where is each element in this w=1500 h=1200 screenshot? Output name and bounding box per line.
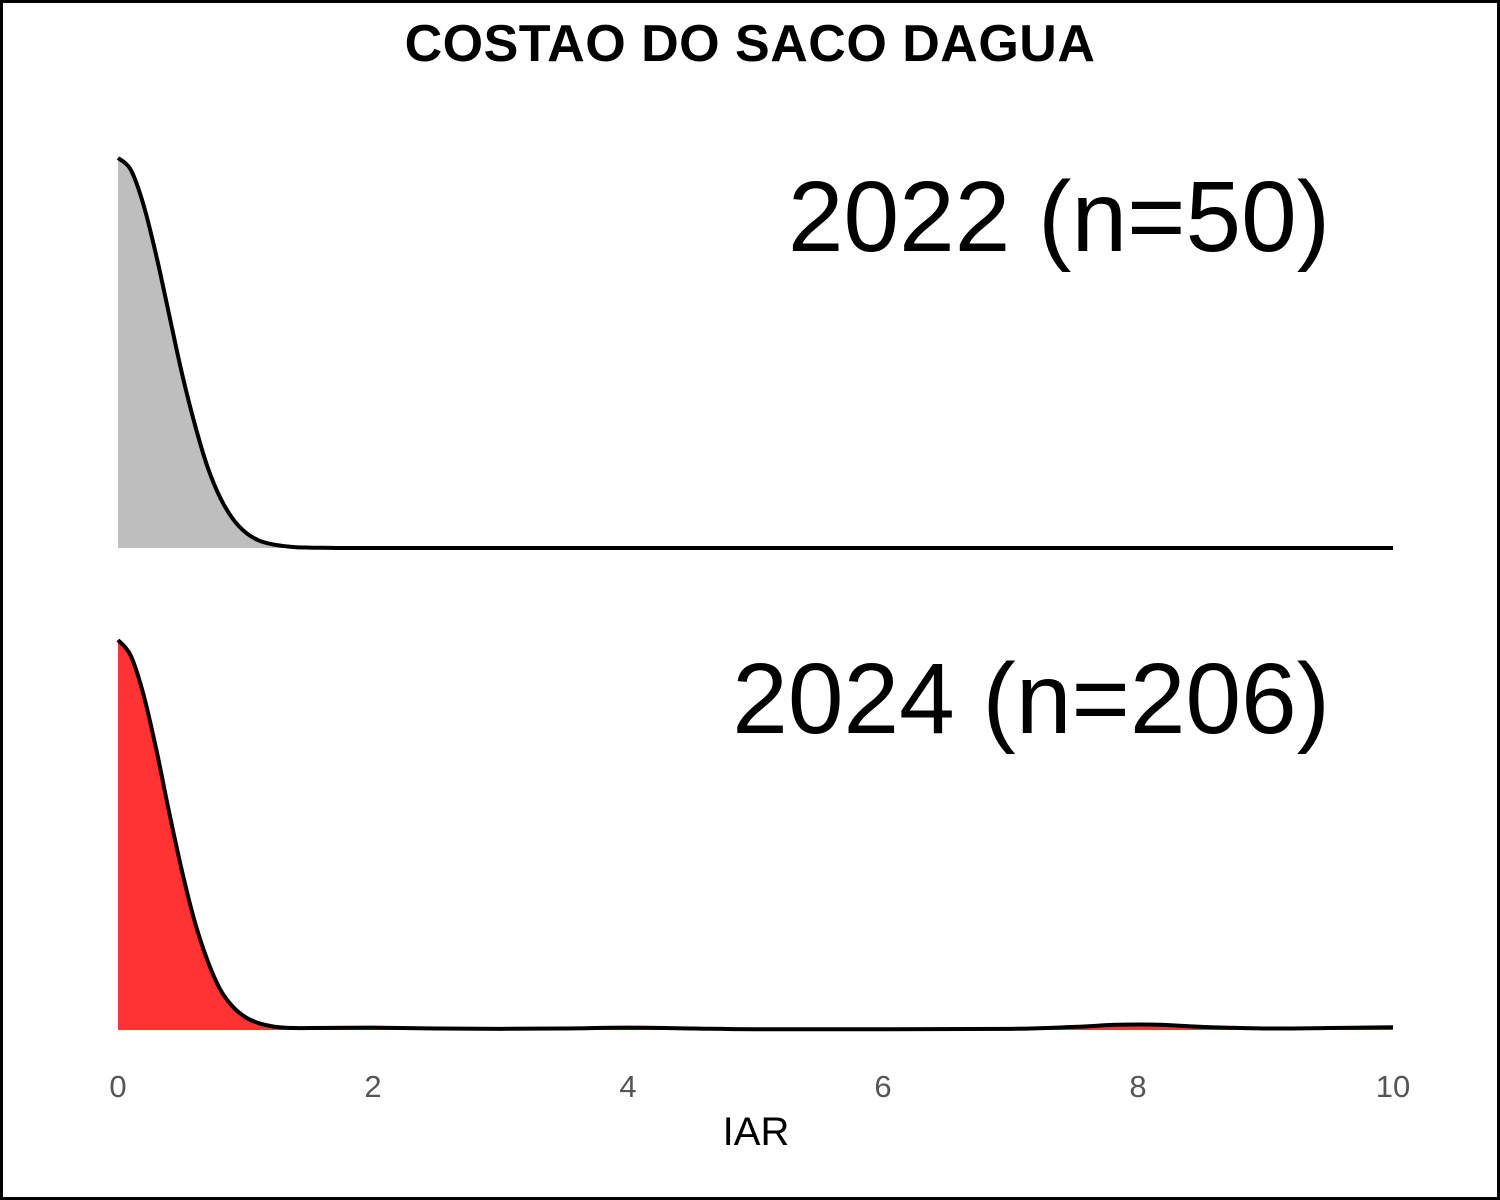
chart-title: COSTAO DO SACO DAGUA xyxy=(404,15,1096,73)
x-tick-label: 6 xyxy=(874,1069,891,1104)
x-tick-label: 0 xyxy=(109,1069,126,1104)
x-axis-label: IAR xyxy=(722,1110,790,1154)
series-label-2024: 2024 (n=206) xyxy=(732,643,1330,755)
series-label-2022: 2022 (n=50) xyxy=(787,161,1330,273)
x-tick-label: 4 xyxy=(619,1069,636,1104)
x-tick-label: 8 xyxy=(1129,1069,1146,1104)
x-tick-label: 2 xyxy=(364,1069,381,1104)
x-tick-label: 10 xyxy=(1376,1069,1410,1104)
density-line-0 xyxy=(116,156,1393,551)
density-line-1 xyxy=(116,638,1394,1032)
